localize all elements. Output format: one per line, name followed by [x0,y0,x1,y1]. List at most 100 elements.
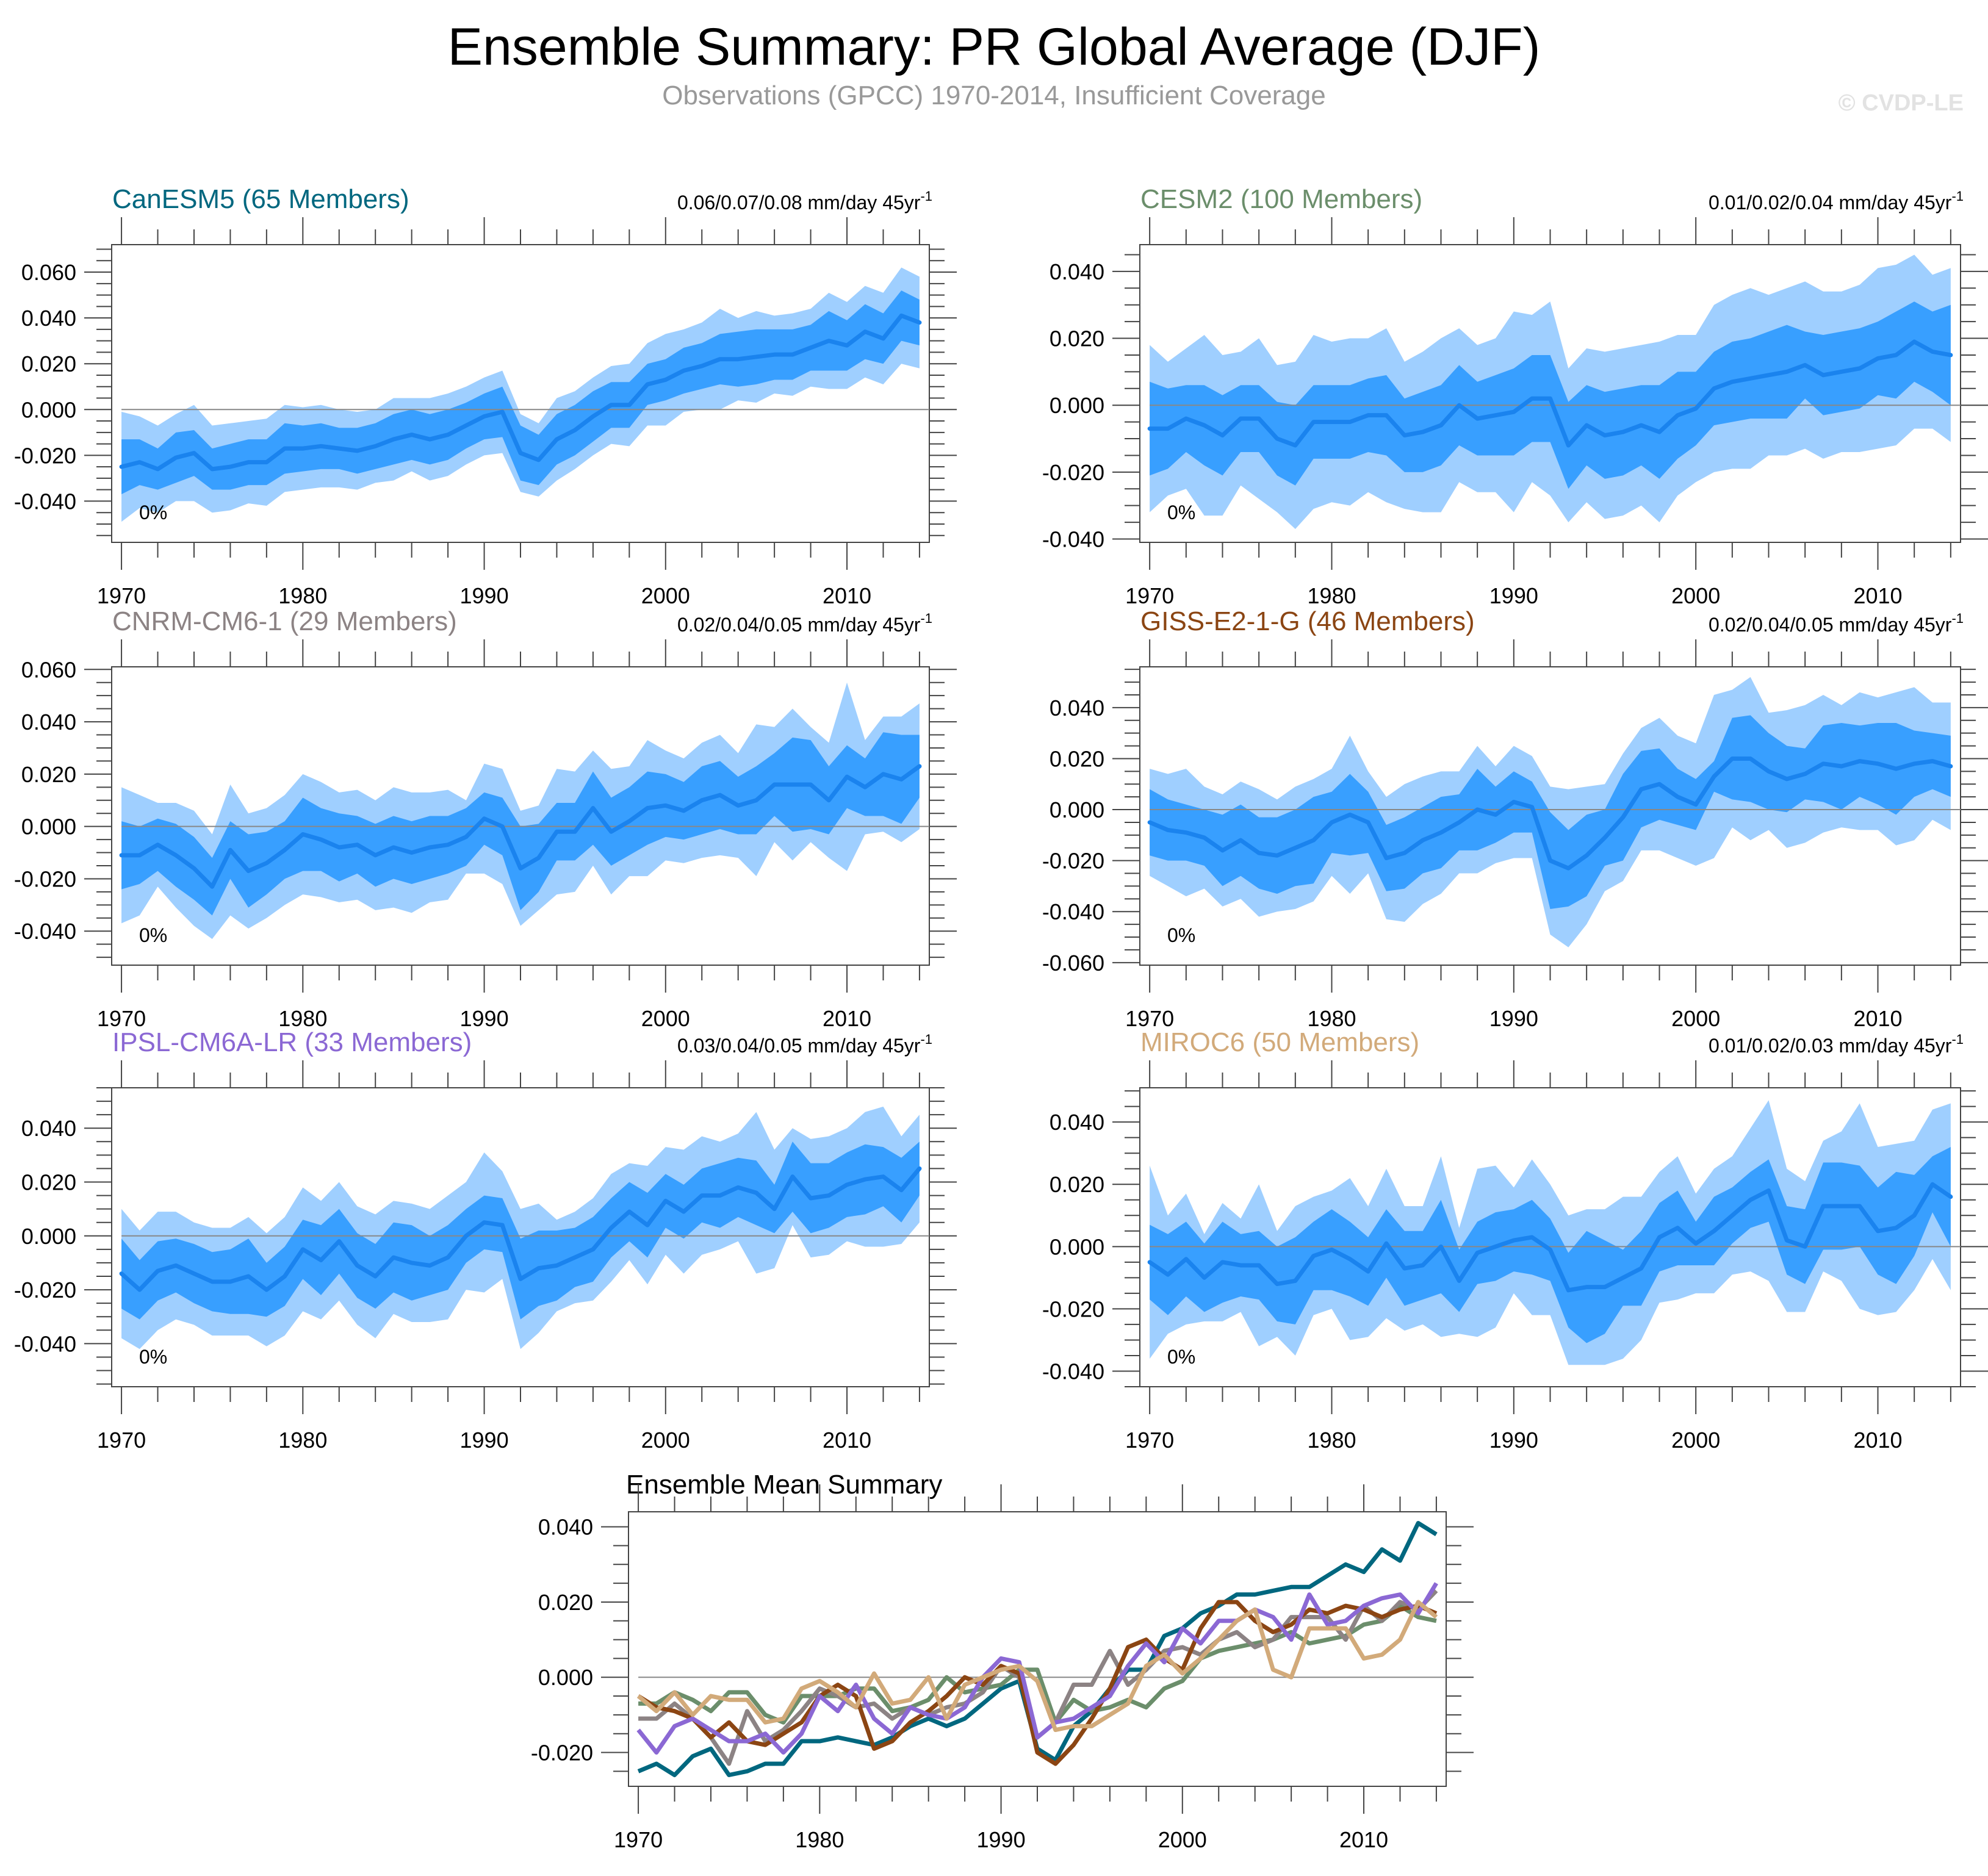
panel-1: CESM2 (100 Members) 0.01/0.02/0.04 mm/day… [1042,184,1988,608]
y-tick-label: 0.020 [1050,746,1104,771]
x-tick-label: 2000 [641,1428,690,1453]
x-tick-label: 1990 [1489,583,1538,608]
y-tick-label: -0.040 [14,489,76,514]
y-tick-label: 0.000 [538,1665,593,1690]
x-tick-label: 2000 [1671,583,1720,608]
y-tick-label: 0.040 [1050,695,1104,721]
y-tick-label: 0.020 [21,762,76,787]
x-tick-label: 2010 [1853,1006,1902,1031]
percent-label: 0% [1167,501,1195,523]
figure-title: Ensemble Summary: PR Global Average (DJF… [447,18,1541,76]
ensemble-mean-line [1147,1182,1953,1293]
y-tick-label: 0.040 [21,1116,76,1141]
y-tick-label: 0.000 [21,397,76,422]
trend-label: 0.01/0.02/0.03 mm/day 45yr-1 [1709,1032,1964,1057]
percent-label: 0% [139,501,167,523]
x-tick-label: 2010 [1853,1428,1902,1453]
percent-label: 0% [1167,1346,1195,1368]
y-tick-label: 0.000 [1050,797,1104,822]
inner-spread-band [1150,715,1951,910]
x-tick-label: 1970 [614,1827,663,1852]
y-tick-label: -0.040 [1042,527,1104,552]
inner-spread-band [1150,1146,1951,1343]
x-tick-label: 1970 [97,1006,146,1031]
y-tick-label: 0.020 [21,1170,76,1195]
panel-5: MIROC6 (50 Members) 0.01/0.02/0.03 mm/day… [1042,1027,1988,1453]
panel-title: MIROC6 (50 Members) [1140,1027,1419,1057]
x-tick-label: 1980 [1307,583,1356,608]
x-tick-label: 1980 [795,1827,844,1852]
y-tick-label: -0.020 [14,443,76,468]
inner-spread-band [1150,301,1951,489]
panel-0: CanESM5 (65 Members) 0.06/0.07/0.08 mm/da… [14,184,957,608]
y-tick-label: 0.060 [21,260,76,285]
ensemble-mean-line [119,313,922,472]
x-tick-label: 2010 [1853,583,1902,608]
x-tick-label: 1970 [1125,1428,1174,1453]
inner-spread-band [121,732,920,916]
percent-label: 0% [139,924,167,946]
trend-label: 0.06/0.07/0.08 mm/day 45yr-1 [677,189,932,214]
inner-spread-band [121,290,920,495]
trend-label: 0.02/0.04/0.05 mm/day 45yr-1 [1709,611,1964,636]
trend-label: 0.02/0.04/0.05 mm/day 45yr-1 [677,611,932,636]
ensemble-mean-line [1147,756,1953,871]
panel-title: Ensemble Mean Summary [626,1470,942,1500]
panel-6: Ensemble Mean Summary 1970 1980 1990 2000 201… [531,1470,1474,1852]
inner-spread-band [121,1141,920,1320]
copyright-label: © CVDP-LE [1838,90,1964,116]
percent-label: 0% [139,1346,167,1368]
y-tick-label: -0.020 [14,1278,76,1303]
x-tick-label: 1980 [278,1428,327,1453]
x-tick-label: 1990 [977,1827,1026,1852]
x-tick-label: 1970 [1125,1006,1174,1031]
x-tick-label: 1980 [278,583,327,608]
y-tick-label: -0.020 [1042,1296,1104,1321]
x-tick-label: 2000 [641,1006,690,1031]
ensemble-mean-line [119,764,922,889]
x-tick-label: 1990 [460,1428,509,1453]
panel-title: CanESM5 (65 Members) [112,184,409,214]
panel-2: CNRM-CM6-1 (29 Members) 0.02/0.04/0.05 mm… [14,606,957,1031]
y-tick-label: -0.040 [1042,1359,1104,1384]
panel-title: CNRM-CM6-1 (29 Members) [112,606,457,636]
x-tick-label: 2000 [1671,1006,1720,1031]
trend-label: 0.03/0.04/0.05 mm/day 45yr-1 [677,1032,932,1057]
x-tick-label: 1990 [460,583,509,608]
y-tick-label: 0.020 [21,351,76,376]
trend-label: 0.01/0.02/0.04 mm/day 45yr-1 [1709,189,1964,214]
x-tick-label: 2000 [1671,1428,1720,1453]
y-tick-label: 0.000 [21,814,76,839]
y-tick-label: 0.040 [21,710,76,735]
y-tick-label: 0.040 [21,306,76,331]
y-tick-label: 0.020 [1050,326,1104,351]
y-tick-label: 0.020 [1050,1172,1104,1197]
x-tick-label: 1980 [1307,1428,1356,1453]
x-tick-label: 1970 [97,583,146,608]
y-tick-label: -0.020 [1042,849,1104,874]
panel-title: IPSL-CM6A-LR (33 Members) [112,1027,472,1057]
percent-label: 0% [1167,924,1195,946]
outer-spread-band [121,682,920,940]
y-tick-label: 0.060 [21,657,76,682]
series-line-miroc6 [636,1600,1438,1733]
x-tick-label: 2010 [823,1428,871,1453]
panel-3: GISS-E2-1-G (46 Members) 0.02/0.04/0.05 m… [1042,606,1988,1031]
ensemble-mean-line [119,1166,922,1292]
y-tick-label: -0.020 [531,1741,593,1766]
y-tick-label: 0.000 [1050,393,1104,418]
x-tick-label: 1990 [1489,1428,1538,1453]
x-tick-label: 2010 [823,1006,871,1031]
y-tick-label: -0.040 [14,1331,76,1356]
figure-subtitle: Observations (GPCC) 1970-2014, Insuffici… [662,81,1326,110]
y-tick-label: -0.040 [1042,899,1104,924]
ensemble-mean-line [1147,339,1953,448]
x-tick-label: 1980 [278,1006,327,1031]
y-tick-label: -0.040 [14,919,76,944]
y-tick-label: -0.020 [14,866,76,891]
series-line-ipsl-cm6a-lr [636,1582,1438,1755]
y-tick-label: 0.040 [538,1515,593,1540]
x-tick-label: 1980 [1307,1006,1356,1031]
panel-4: IPSL-CM6A-LR (33 Members) 0.03/0.04/0.05 … [14,1027,957,1453]
